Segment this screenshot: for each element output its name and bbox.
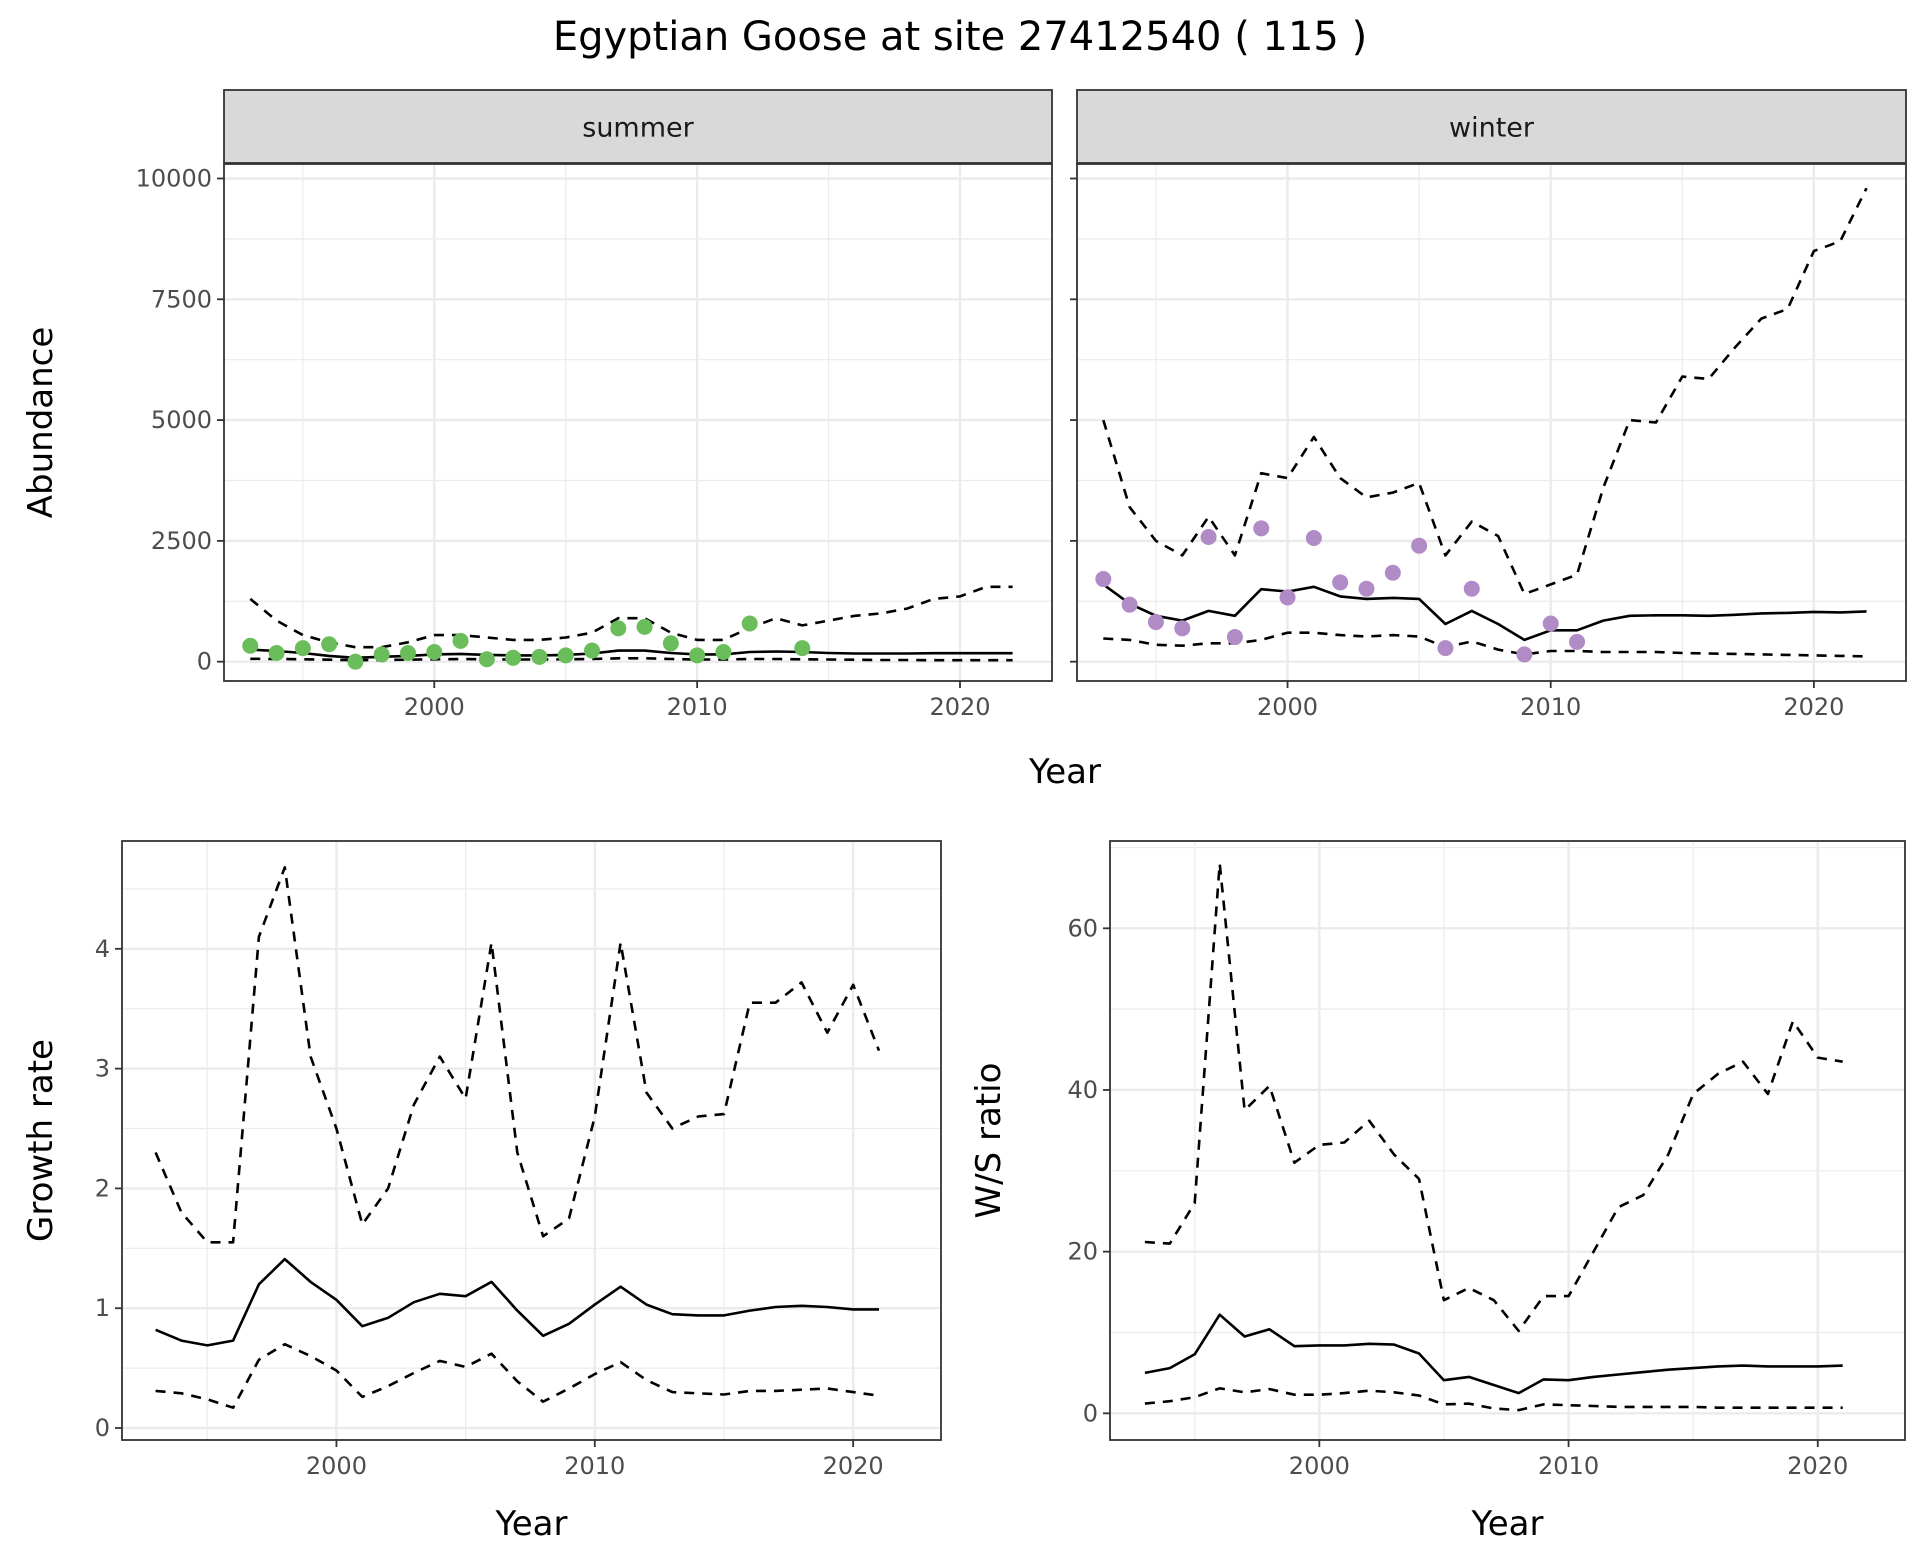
y-tick-label: 1 [95,1294,110,1322]
x-tick-label: 2020 [1783,693,1844,721]
mean-line [1102,583,1867,642]
lower-bound-line [155,1342,880,1409]
y-tick-label: 60 [1067,914,1098,942]
y-tick-label: 20 [1067,1238,1098,1266]
data-point [452,632,469,649]
data-point [689,647,706,664]
x-tick-label: 2000 [306,1452,367,1480]
data-point [1200,529,1217,546]
upper-bound-line [1144,862,1843,1333]
data-point [268,644,285,661]
y-axis-title: Growth rate [21,1039,61,1242]
data-point [1121,596,1138,613]
facet-label: summer [582,113,694,144]
data-point [662,635,679,652]
mean-line [155,1257,879,1347]
upper-bound-line [1102,187,1868,596]
data-point [741,615,758,632]
x-tick-label: 2010 [667,693,728,721]
data-point [1305,529,1322,546]
figure-title: Egyptian Goose at site 27412540 ( 115 ) [553,14,1367,60]
y-tick-label: 5000 [151,406,212,434]
data-point [715,644,732,661]
mean-line [1144,1313,1843,1395]
data-point [1542,615,1559,632]
x-tick-label: 2000 [1289,1452,1350,1480]
data-point [1463,580,1480,597]
data-point [400,644,416,661]
data-point [557,647,574,664]
data-point [584,642,600,659]
y-tick-label: 40 [1067,1076,1098,1104]
data-point [1411,537,1428,554]
data-point [1279,589,1296,606]
x-tick-label: 2020 [823,1452,884,1480]
panel-border [121,840,942,1441]
data-point [294,640,311,657]
data-point [505,649,522,666]
data-point [794,640,811,657]
panel-border [1076,163,1907,682]
data-point [1437,640,1454,657]
x-axis-title: Year [495,1504,568,1544]
data-point [1332,574,1349,591]
data-point [1516,646,1533,663]
data-point [1095,571,1112,588]
upper-bound-line [249,585,1013,649]
y-axis-title: W/S ratio [969,1063,1009,1219]
data-point [1174,620,1191,637]
data-point [373,646,390,663]
x-axis-title: Year [1471,1504,1544,1544]
y-tick-label: 2500 [151,527,212,555]
y-tick-label: 3 [95,1055,110,1083]
data-point [1569,633,1586,650]
x-tick-label: 2010 [1538,1452,1599,1480]
data-point [1358,580,1375,597]
facet-strip [223,89,1053,164]
lower-bound-line [1103,631,1867,658]
y-axis-title: Abundance [21,327,61,519]
facet-strip [1076,89,1907,164]
y-tick-label: 0 [197,648,212,676]
data-point [1226,629,1243,646]
x-tick-label: 2000 [1257,693,1318,721]
panel-border [1109,840,1906,1441]
upper-bound-line [154,866,881,1244]
y-tick-label: 0 [95,1414,110,1442]
x-tick-label: 2020 [1787,1452,1848,1480]
x-tick-label: 2000 [404,693,465,721]
panel-w-s-ratio: 2000 2010 2020 0 20 40 60 Year W/S ratio [969,840,1906,1544]
panel-winter: winter 2000 2010 2020 [1070,89,1907,721]
data-point [347,653,364,670]
y-tick-label: 7500 [151,285,212,313]
data-point [321,636,338,653]
mean-line [250,648,1013,660]
panel-summer: summer 2000 2010 2020 0 2500 5000 7500 10000 Abun… [21,89,1053,721]
y-tick-label: 2 [95,1174,110,1202]
panel-border [223,163,1053,682]
data-point [1384,564,1401,581]
data-point [426,644,443,661]
data-point [478,651,495,668]
data-point [636,618,653,635]
facet-label: winter [1449,113,1535,144]
panel-growth-rate: 2000 2010 2020 0 1 2 3 4 Year Growth rate [21,840,942,1544]
data-point [531,648,548,665]
y-tick-label: 4 [95,935,110,963]
lower-bound-line [1144,1387,1843,1412]
x-tick-label: 2020 [929,693,990,721]
data-point [1253,520,1270,537]
y-tick-label: 10000 [136,164,212,192]
y-tick-label: 0 [1083,1399,1098,1427]
data-point [610,620,627,637]
x-tick-label: 2010 [1520,693,1581,721]
data-point [242,637,259,654]
x-tick-label: 2010 [564,1452,625,1480]
data-point [1147,614,1164,631]
x-axis-title-top: Year [1028,752,1101,792]
